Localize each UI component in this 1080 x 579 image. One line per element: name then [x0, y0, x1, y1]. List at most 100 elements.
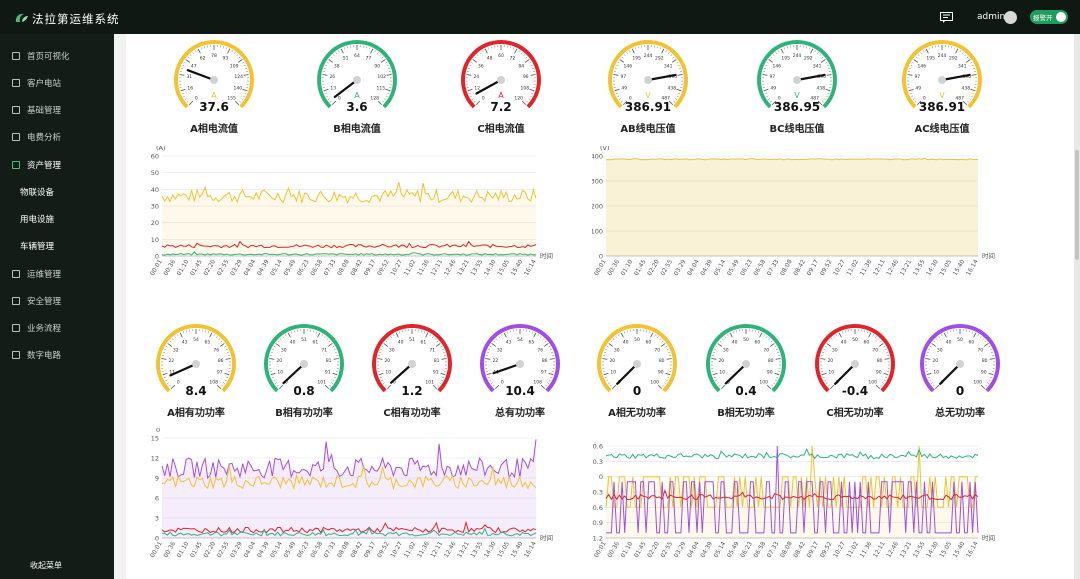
x-tick-label: 10:27 — [389, 258, 404, 277]
svg-text:70: 70 — [872, 347, 878, 353]
svg-text:100: 100 — [759, 380, 768, 386]
svg-text:90: 90 — [981, 370, 987, 376]
svg-text:A: A — [354, 91, 360, 100]
svg-text:V: V — [645, 91, 651, 100]
svg-text:97: 97 — [541, 370, 547, 376]
x-tick-label: 12:46 — [443, 540, 458, 559]
y-tick-label: 12 — [151, 455, 159, 463]
x-tick-label: 12:11 — [430, 258, 445, 277]
svg-text:60: 60 — [968, 340, 974, 346]
svg-text:49: 49 — [770, 86, 776, 92]
svg-text:72: 72 — [509, 56, 515, 62]
y-tick-label: -0.3 — [592, 489, 603, 497]
sidebar-subitem-iot[interactable]: 物联设备 — [0, 182, 114, 202]
collapse-menu-button[interactable]: 收起菜单 — [30, 561, 62, 570]
svg-text:438: 438 — [816, 86, 825, 92]
svg-text:V: V — [939, 91, 945, 100]
gauge-value: 8.4 — [185, 384, 207, 398]
svg-text:30: 30 — [281, 347, 287, 353]
svg-text:0: 0 — [923, 96, 926, 102]
gauge: 0 10 20 30 40 51 61 71 81 91 101 0.8 B相有功功率 — [254, 322, 354, 419]
y-unit-label: (A) — [156, 146, 166, 152]
x-tick-label: 06:58 — [309, 540, 324, 559]
svg-text:146: 146 — [772, 63, 781, 69]
y-unit-label: (V) — [600, 146, 610, 152]
alarm-toggle-label: 报警开 — [1033, 14, 1053, 22]
sidebar-item-assets[interactable]: 资产管理 — [0, 155, 114, 175]
username-label[interactable]: admin — [977, 12, 1006, 22]
sidebar-item-circuit[interactable]: 数字电路 — [0, 345, 114, 365]
x-tick-label: 07:33 — [323, 258, 338, 277]
scrollbar-track[interactable] — [1074, 34, 1080, 579]
x-tick-label: 04:39 — [256, 540, 271, 559]
svg-text:292: 292 — [804, 56, 813, 62]
gauge-label: C相有功功率 — [383, 408, 441, 419]
x-tick-label: 05:14 — [269, 540, 284, 559]
svg-text:244: 244 — [644, 53, 653, 59]
sidebar-item-safety[interactable]: 安全管理 — [0, 291, 114, 311]
x-tick-label: 06:23 — [296, 540, 311, 559]
gauge: 01020304050607080901000总无功功率 — [910, 322, 1010, 419]
series-line — [161, 520, 537, 534]
alarm-toggle-knob — [1056, 12, 1066, 22]
message-icon[interactable] — [940, 12, 953, 23]
svg-text:48: 48 — [487, 56, 493, 62]
gauge: 0 49 97 146 195 244 292 341 390 438 487 V 386.91 AB线电… — [598, 38, 698, 135]
station-icon — [12, 79, 20, 87]
y-tick-label: 0 — [599, 253, 603, 261]
x-tick-label: 01:10 — [176, 258, 191, 277]
sidebar-item-ops[interactable]: 运维管理 — [0, 264, 114, 284]
sidebar-item-label: 基础管理 — [27, 106, 62, 116]
svg-text:108: 108 — [533, 380, 542, 386]
svg-text:97: 97 — [914, 74, 920, 80]
x-tick-label: 03:29 — [229, 540, 244, 559]
x-axis-label: 时间 — [982, 533, 995, 542]
sidebar-subitem-facility[interactable]: 用电设施 — [0, 209, 114, 229]
svg-text:100: 100 — [650, 380, 659, 386]
sidebar-item-stations[interactable]: 客户电站 — [0, 73, 114, 93]
alarm-toggle[interactable]: 报警开 — [1030, 10, 1068, 24]
svg-text:115: 115 — [376, 86, 385, 92]
gauge-value: 386.95 — [773, 100, 821, 114]
svg-text:61: 61 — [312, 340, 318, 346]
svg-text:30: 30 — [937, 347, 943, 353]
svg-text:0: 0 — [727, 380, 730, 386]
svg-text:292: 292 — [655, 56, 664, 62]
y-tick-label: 50 — [151, 169, 159, 177]
gauge-value: 3.6 — [346, 100, 368, 114]
svg-text:20: 20 — [932, 358, 938, 364]
x-tick-label: 12:11 — [430, 540, 445, 559]
y-tick-label: 400 — [592, 153, 603, 161]
circuit-icon — [12, 351, 20, 359]
svg-text:90: 90 — [767, 370, 773, 376]
svg-text:0: 0 — [501, 380, 504, 386]
sidebar-item-label: 首页可视化 — [27, 52, 70, 62]
avatar[interactable] — [1004, 11, 1017, 24]
x-tick-label: 01:45 — [189, 540, 204, 559]
line-chart: 0100200300400(V)时间00:0100:3601:1001:4502… — [592, 146, 995, 277]
x-tick-label: 09:52 — [376, 540, 391, 559]
gauge-label: B相有功功率 — [275, 408, 333, 419]
svg-text:A: A — [498, 91, 504, 100]
sidebar-item-base[interactable]: 基础管理 — [0, 100, 114, 120]
sidebar-item-bill[interactable]: 电费分析 — [0, 127, 114, 147]
svg-text:487: 487 — [661, 96, 670, 102]
gauge-value: 0.4 — [735, 384, 757, 398]
svg-text:20: 20 — [384, 358, 390, 364]
sidebar-subitem-vehicle[interactable]: 车辆管理 — [0, 236, 114, 256]
sidebar-item-flow[interactable]: 业务流程 — [0, 318, 114, 338]
sidebar-item-label: 电费分析 — [27, 133, 62, 143]
scrollbar-thumb[interactable] — [1075, 150, 1079, 260]
svg-text:140: 140 — [233, 86, 242, 92]
svg-text:30: 30 — [614, 347, 620, 353]
svg-text:0: 0 — [177, 380, 180, 386]
x-tick-label: 02:20 — [202, 540, 217, 559]
gauge-label: AB线电压值 — [620, 124, 676, 135]
svg-text:47: 47 — [191, 63, 197, 69]
svg-text:78: 78 — [211, 53, 217, 59]
series-line — [161, 251, 537, 256]
sidebar-item-home[interactable]: 首页可视化 — [0, 46, 114, 66]
